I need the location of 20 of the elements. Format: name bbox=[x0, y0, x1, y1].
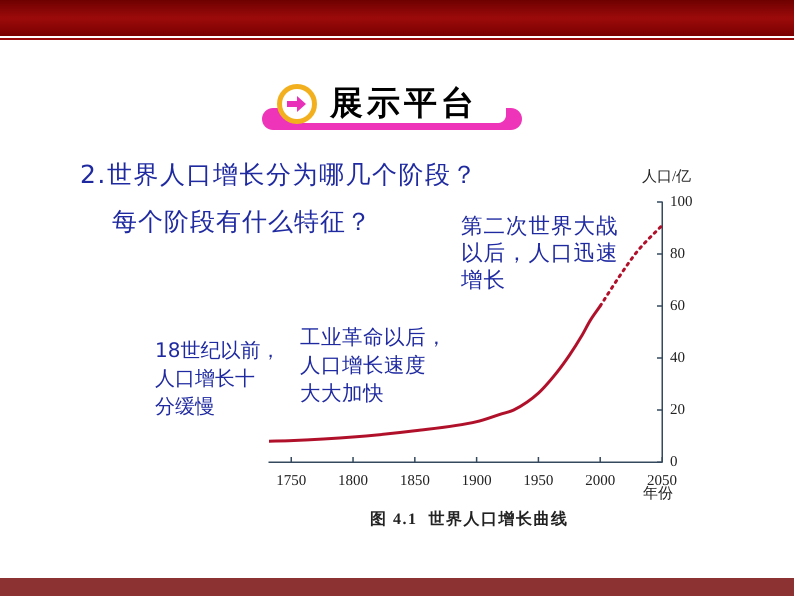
annotation: 第二次世界大战以后，人口迅速增长 bbox=[461, 213, 618, 294]
x-tick-label: 1850 bbox=[400, 472, 430, 489]
x-tick-label: 1750 bbox=[276, 472, 306, 489]
chart-title: 2.世界人口增长分为哪几个阶段？ bbox=[80, 159, 478, 191]
y-axis-title: 人口/亿 bbox=[642, 168, 692, 186]
y-tick-label: 0 bbox=[670, 454, 678, 470]
caption: 图 4.1 世界人口增长曲线 bbox=[370, 510, 568, 530]
annotation: 18世纪以前，人口增长十分缓慢 bbox=[155, 337, 280, 420]
y-tick-label: 20 bbox=[670, 402, 685, 418]
x-tick-label: 2000 bbox=[585, 472, 616, 489]
text: 展示平台 bbox=[330, 83, 478, 122]
y-tick-label: 60 bbox=[670, 298, 685, 314]
x-tick-label: 1950 bbox=[523, 472, 554, 489]
x-tick-label: 1800 bbox=[338, 472, 368, 489]
annotation: 工业革命以后，人口增长速度大大加快 bbox=[300, 324, 447, 407]
y-tick-label: 100 bbox=[670, 194, 692, 210]
chart-subtitle: 每个阶段有什么特征？ bbox=[112, 206, 372, 238]
x-tick-label: 1900 bbox=[462, 472, 492, 489]
y-tick-label: 80 bbox=[670, 246, 685, 262]
y-tick-label: 40 bbox=[670, 350, 685, 366]
